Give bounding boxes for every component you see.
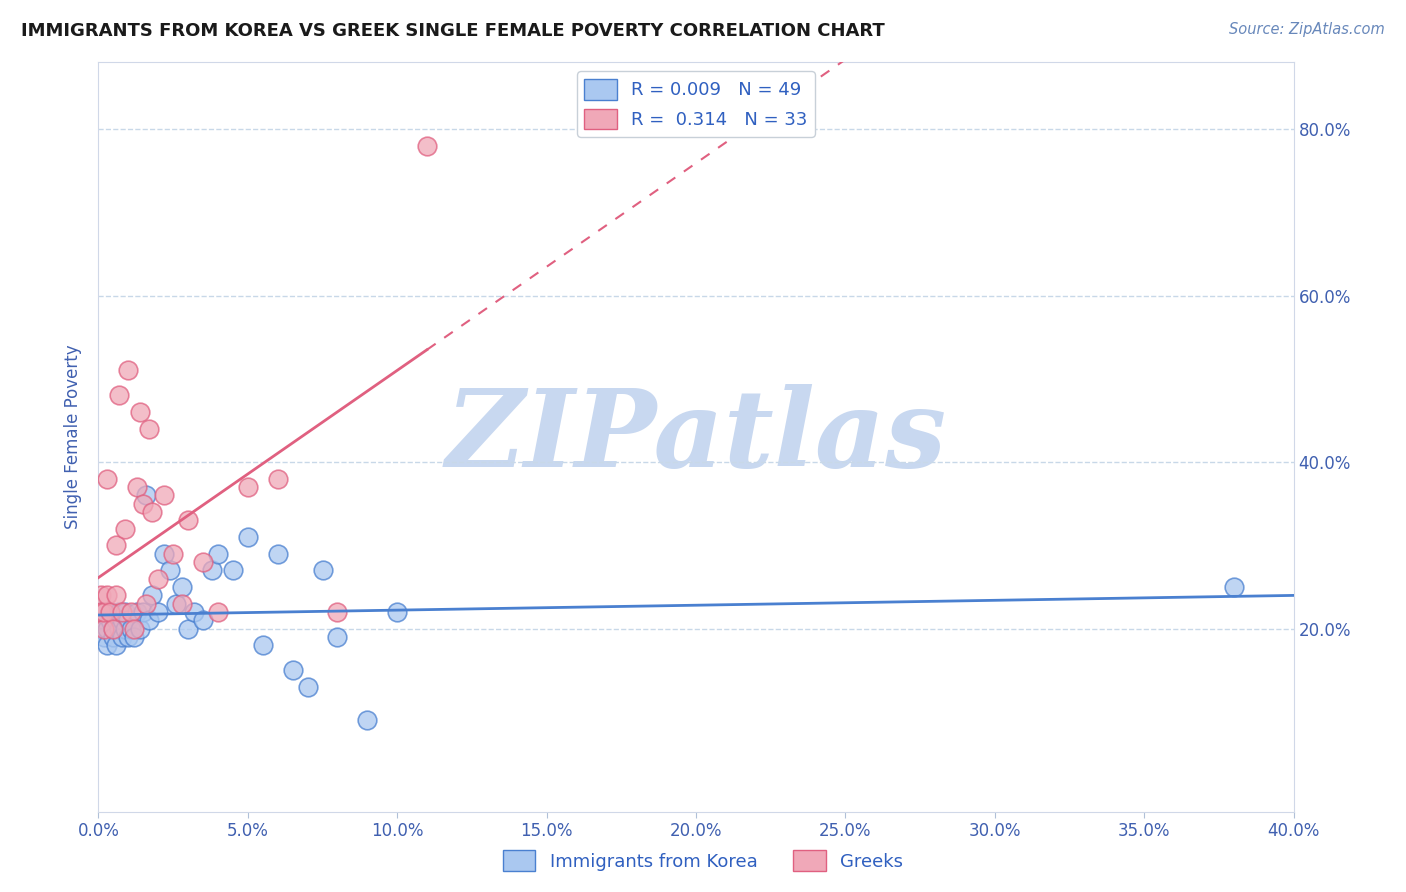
Point xyxy=(326,630,349,644)
Point xyxy=(148,605,170,619)
Point xyxy=(117,630,139,644)
Point xyxy=(356,713,378,727)
Point xyxy=(105,613,128,627)
Point xyxy=(105,588,128,602)
Point xyxy=(108,622,131,636)
Point xyxy=(108,388,131,402)
Point xyxy=(132,605,155,619)
Point xyxy=(281,663,304,677)
Legend: R = 0.009   N = 49, R =  0.314   N = 33: R = 0.009 N = 49, R = 0.314 N = 33 xyxy=(576,71,815,136)
Point xyxy=(96,622,118,636)
Point xyxy=(96,472,118,486)
Point xyxy=(191,613,214,627)
Point xyxy=(297,680,319,694)
Point xyxy=(326,605,349,619)
Point xyxy=(159,563,181,577)
Point xyxy=(141,505,163,519)
Point xyxy=(201,563,224,577)
Point xyxy=(153,488,176,502)
Point xyxy=(90,605,112,619)
Point xyxy=(135,488,157,502)
Point xyxy=(108,605,131,619)
Point xyxy=(127,605,149,619)
Point xyxy=(96,588,118,602)
Point xyxy=(93,605,115,619)
Point xyxy=(117,613,139,627)
Point xyxy=(127,480,149,494)
Y-axis label: Single Female Poverty: Single Female Poverty xyxy=(65,345,83,529)
Text: ZIPatlas: ZIPatlas xyxy=(446,384,946,490)
Point xyxy=(222,563,245,577)
Point xyxy=(207,547,229,561)
Point xyxy=(267,472,290,486)
Point xyxy=(135,597,157,611)
Point xyxy=(191,555,214,569)
Point xyxy=(111,605,134,619)
Point xyxy=(98,605,122,619)
Point xyxy=(98,613,122,627)
Point xyxy=(132,497,155,511)
Point xyxy=(103,622,125,636)
Point xyxy=(311,563,333,577)
Point xyxy=(207,605,229,619)
Point xyxy=(416,138,439,153)
Point xyxy=(165,597,187,611)
Point xyxy=(236,530,259,544)
Point xyxy=(124,622,146,636)
Point xyxy=(172,580,194,594)
Point xyxy=(103,622,125,636)
Point xyxy=(114,605,136,619)
Point xyxy=(385,605,409,619)
Point xyxy=(90,605,112,619)
Point xyxy=(162,547,184,561)
Point xyxy=(103,630,125,644)
Point xyxy=(90,588,112,602)
Point xyxy=(90,622,112,636)
Point xyxy=(252,638,274,652)
Legend: Immigrants from Korea, Greeks: Immigrants from Korea, Greeks xyxy=(495,843,911,879)
Point xyxy=(138,613,160,627)
Point xyxy=(96,638,118,652)
Point xyxy=(117,363,139,377)
Point xyxy=(153,547,176,561)
Point xyxy=(105,638,128,652)
Point xyxy=(138,422,160,436)
Point xyxy=(1223,580,1246,594)
Point xyxy=(114,522,136,536)
Point xyxy=(120,605,142,619)
Point xyxy=(177,513,200,527)
Point xyxy=(93,613,115,627)
Text: Source: ZipAtlas.com: Source: ZipAtlas.com xyxy=(1229,22,1385,37)
Point xyxy=(129,622,152,636)
Point xyxy=(111,630,134,644)
Point xyxy=(172,597,194,611)
Point xyxy=(267,547,290,561)
Point xyxy=(98,605,122,619)
Point xyxy=(120,622,142,636)
Text: IMMIGRANTS FROM KOREA VS GREEK SINGLE FEMALE POVERTY CORRELATION CHART: IMMIGRANTS FROM KOREA VS GREEK SINGLE FE… xyxy=(21,22,884,40)
Point xyxy=(141,588,163,602)
Point xyxy=(129,405,152,419)
Point xyxy=(105,538,128,552)
Point xyxy=(183,605,205,619)
Point xyxy=(236,480,259,494)
Point xyxy=(93,630,115,644)
Point xyxy=(177,622,200,636)
Point xyxy=(148,572,170,586)
Point xyxy=(124,630,146,644)
Point xyxy=(114,622,136,636)
Point xyxy=(93,622,115,636)
Point xyxy=(111,613,134,627)
